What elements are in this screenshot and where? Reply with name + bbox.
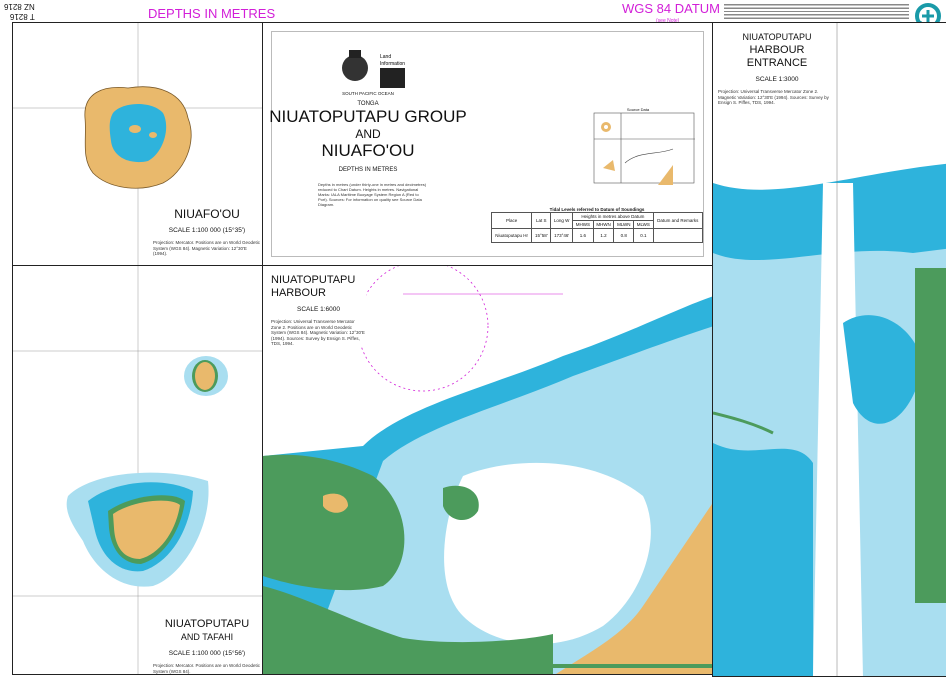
harbour-title-line2: HARBOUR (271, 287, 327, 299)
table-row: Niuatoputapu Hr 15°58' 173°46' 1.6 1.2 0.8 0.1 (490, 228, 704, 243)
cell: 0.8 (613, 228, 635, 243)
harbour-notes: Projection: Universal Transverse Mercato… (271, 319, 365, 346)
datum-note: (see Note) (656, 18, 680, 24)
cell (652, 228, 704, 243)
harbour-entrance-map (713, 23, 946, 676)
chart-title-line1: NIUATOPUTAPU GROUP (269, 107, 467, 126)
tafahi-map (13, 266, 262, 674)
svg-text:Land: Land (380, 54, 391, 60)
cell: 15°58' (531, 228, 552, 243)
source-data-label: Source Data (626, 107, 650, 112)
cell: 1.6 (572, 228, 594, 243)
tafahi-title-line1: NIUATOPUTAPU (164, 618, 250, 630)
col-remarks: Datum and Remarks (652, 212, 704, 229)
datum-label: WGS 84 DATUM (622, 1, 720, 16)
niuafoou-scale: SCALE 1:100 000 (15°35') (168, 227, 246, 234)
cell: Niuatoputapu Hr (490, 228, 533, 243)
tafahi-panel[interactable]: NIUATOPUTAPU AND TAFAHI SCALE 1:100 000 … (12, 265, 263, 675)
harbour-panel[interactable]: NIUATOPUTAPU HARBOUR SCALE 1:6000 Projec… (262, 265, 713, 675)
harbour-entrance-panel[interactable]: NIUATOPUTAPU HARBOUR ENTRANCE SCALE 1:30… (712, 22, 946, 677)
logos: Land Information (342, 50, 405, 88)
depths-subtitle: DEPTHS IN METRES (338, 167, 398, 173)
niuafoou-panel[interactable]: NIUAFO'OU SCALE 1:100 000 (15°35') Proje… (12, 22, 263, 266)
tafahi-title-line2: AND TAFAHI (180, 632, 234, 642)
cell: 173°46' (550, 228, 574, 243)
country-label: TONGA (357, 101, 379, 107)
col-mlws: MLWS (633, 220, 654, 229)
cell: 1.2 (592, 228, 615, 243)
niuafoou-map (13, 23, 262, 265)
tafahi-scale: SCALE 1:100 000 (15°56') (168, 650, 246, 657)
chart-number: T 8216 NZ 8216 (4, 1, 35, 21)
entrance-title-line1: NIUATOPUTAPU (742, 32, 812, 42)
region-label: SOUTH PACIFIC OCEAN (342, 91, 394, 96)
niuafoou-notes: Projection: Mercator. Positions are on W… (153, 240, 260, 256)
chart-number-top: NZ 8216 (4, 2, 35, 11)
chart-title-line3: NIUAFO'OU (321, 141, 415, 160)
cell: 0.1 (633, 228, 654, 243)
svg-text:Information: Information (380, 61, 405, 67)
col-lat: Lat S (531, 212, 552, 229)
col-mhwn: MHWN (592, 220, 615, 229)
entrance-title-line2: HARBOUR ENTRANCE (746, 44, 808, 69)
depths-label: DEPTHS IN METRES (148, 6, 276, 21)
harbour-scale: SCALE 1:6000 (296, 306, 340, 313)
col-heights: Heights in metres above Datum (572, 212, 654, 221)
harbour-title-line1: NIUATOPUTAPU (271, 274, 356, 286)
tidal-levels-table-block: Tidal Levels referred to Datum of Soundi… (490, 207, 704, 243)
chart-number-bottom: T 8216 (9, 12, 35, 21)
niuafoou-title: NIUAFO'OU (174, 207, 240, 221)
col-mhws: MHWS (572, 220, 594, 229)
col-place: Place (490, 212, 533, 229)
tidal-title: Tidal Levels referred to Datum of Soundi… (549, 207, 645, 212)
col-long: Long W (550, 212, 574, 229)
col-mlwn: MLWN (613, 220, 635, 229)
publication-notice (724, 3, 909, 19)
tafahi-notes: Projection: Mercator. Positions are on W… (153, 663, 260, 674)
harbour-map (263, 266, 712, 674)
entrance-scale: SCALE 1:3000 (755, 76, 799, 83)
entrance-notes: Projection: Universal Transverse Mercato… (718, 89, 829, 105)
tidal-table: Place Lat S Long W Heights in metres above … (490, 212, 704, 243)
title-panel: Land Information SOUTH PACIFIC OCEAN TON… (262, 22, 713, 266)
chart-title-line2: AND (355, 127, 381, 141)
source-data-diagram (593, 112, 695, 185)
